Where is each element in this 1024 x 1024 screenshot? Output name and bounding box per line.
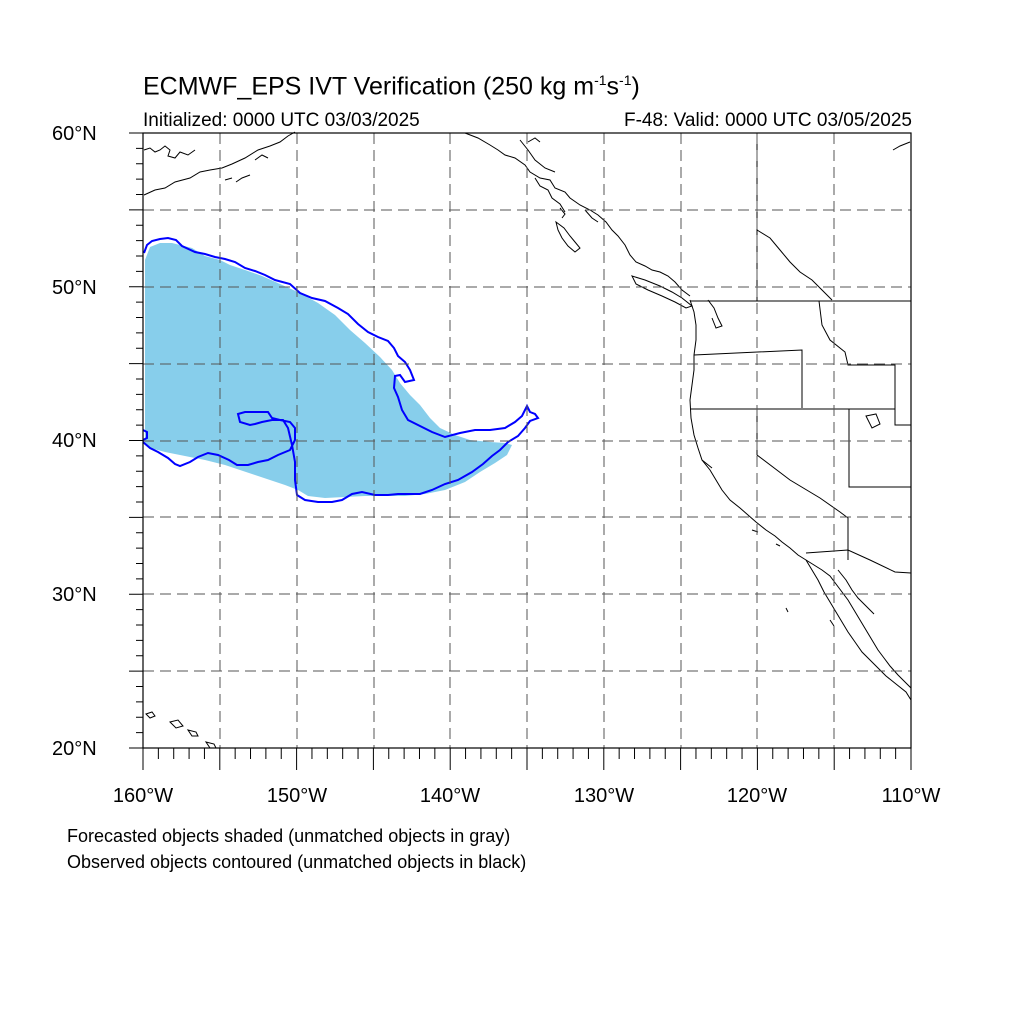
axis-ticks — [129, 132, 912, 770]
x-label-130w: 130°W — [573, 785, 635, 807]
valid-time: F-48: Valid: 0000 UTC 03/05/2025 — [624, 110, 912, 131]
y-label-20n: 20°N — [52, 738, 97, 760]
coastlines — [143, 131, 912, 749]
x-label-150w: 150°W — [266, 785, 328, 807]
footer-note-observed: Observed objects contoured (unmatched ob… — [67, 852, 527, 872]
observed-object-edge — [142, 429, 148, 441]
graticule — [143, 133, 911, 748]
forecast-object — [145, 243, 512, 498]
y-label-50n: 50°N — [52, 277, 97, 299]
y-label-40n: 40°N — [52, 430, 97, 452]
x-label-110w: 110°W — [881, 785, 941, 807]
map-title: ECMWF_EPS IVT Verification (250 kg m-1s-… — [143, 72, 640, 101]
x-label-140w: 140°W — [419, 785, 481, 807]
initialized-time: Initialized: 0000 UTC 03/03/2025 — [143, 110, 420, 131]
x-label-120w: 120°W — [726, 785, 788, 807]
y-label-30n: 30°N — [52, 584, 97, 606]
y-label-60n: 60°N — [52, 123, 97, 145]
x-label-160w: 160°W — [112, 785, 174, 807]
observed-object-contour — [142, 236, 540, 503]
footer-note-forecast: Forecasted objects shaded (unmatched obj… — [67, 826, 511, 846]
political-borders — [690, 133, 912, 574]
